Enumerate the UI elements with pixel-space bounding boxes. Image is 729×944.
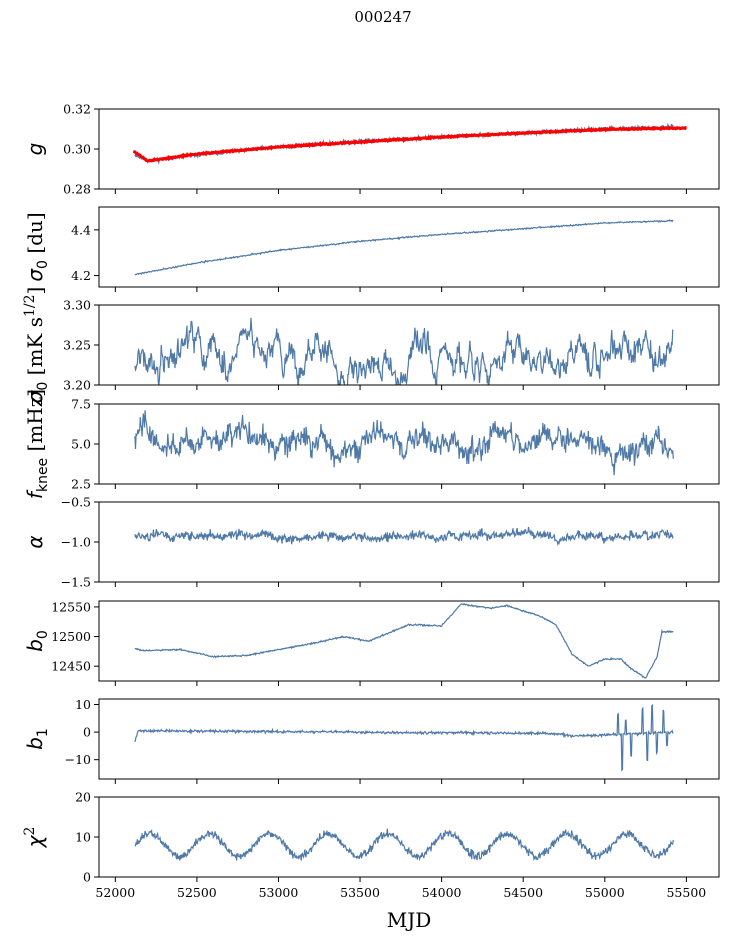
y-label-superscript: 2 [22, 827, 38, 836]
x-tick-label: 53500 [340, 885, 380, 900]
y-tick-label: −0.5 [61, 495, 91, 510]
panel-b1: −10 0 10 b1 [23, 697, 720, 784]
figure-title: 000247 [354, 8, 411, 26]
y-label-unit: [du] [23, 212, 47, 260]
y-tick-label: 0.28 [63, 182, 91, 197]
y-tick-label: 0.30 [63, 142, 91, 157]
y-tick-label: 4.4 [71, 222, 91, 237]
y-tick-label: −1.5 [61, 575, 91, 590]
axes-frame [98, 206, 720, 288]
x-tick-label: 54000 [422, 885, 462, 900]
y-label-subscript: 1 [35, 728, 51, 737]
y-label-symbol: χ [23, 834, 47, 848]
x-tick-label: 52500 [177, 885, 217, 900]
y-tick-label: 5.0 [71, 437, 91, 452]
y-label-superscript: 1/2 [22, 294, 38, 317]
y-tick-label: −1.0 [61, 535, 91, 550]
axes-frame [98, 600, 720, 682]
y-axis-label: χ2 [22, 827, 47, 849]
series-chi2 [134, 828, 674, 862]
panel-alpha: −1.5 −1.0 −0.5 α [23, 495, 720, 590]
y-axis-label: g [23, 143, 47, 156]
y-axis-label: σ0 [mK s1/2] [22, 287, 51, 404]
y-label-symbol: α [23, 535, 47, 548]
axes-frame [98, 108, 720, 190]
y-tick-label: 12450 [51, 659, 91, 674]
y-tick-label: 7.5 [71, 397, 91, 412]
series-gain-model [132, 125, 687, 163]
y-tick-label: 0 [83, 870, 91, 885]
x-axis-label: MJD [387, 908, 432, 932]
x-tick-label: 55500 [666, 885, 706, 900]
series-b1 [134, 703, 674, 772]
series-alpha [134, 526, 674, 547]
x-tick-label: 54500 [503, 885, 543, 900]
shared-x-axis: 52000 52500 53000 53500 54000 54500 55000 55500… [95, 885, 706, 932]
x-tick-label: 55000 [585, 885, 625, 900]
y-label-symbol: σ [23, 389, 47, 403]
y-label-symbol: σ [23, 268, 47, 282]
y-label-symbol: b [23, 639, 47, 652]
panel-fknee: 2.5 5.0 7.5 fknee [mHz] [23, 389, 720, 499]
panel-g: 0.28 0.30 0.32 g [23, 102, 720, 197]
y-tick-label: 3.20 [63, 378, 91, 393]
y-tick-label: 2.5 [71, 477, 91, 492]
y-axis-label: fknee [mHz] [23, 389, 51, 499]
y-label-subscript: 0 [35, 382, 51, 391]
y-label-unit: [mHz] [23, 389, 47, 458]
axes-frame [98, 304, 720, 386]
y-tick-label: 4.2 [71, 268, 91, 283]
y-tick-label: 10 [75, 830, 91, 845]
y-tick-label: −10 [65, 752, 91, 767]
series-sigma0 [134, 219, 674, 276]
y-label-subscript: 0 [35, 630, 51, 639]
series-b0 [134, 602, 674, 679]
y-tick-label: 20 [75, 790, 91, 805]
y-label-subscript: knee [35, 458, 51, 492]
y-tick-label: 12550 [51, 599, 91, 614]
y-tick-label: 0.32 [63, 102, 91, 117]
panel-sigma0: 4.2 4.4 σ0 [du] [23, 206, 720, 292]
panel-sigma0-phys: 3.20 3.25 3.30 σ0 [mK s1/2] [22, 287, 720, 404]
series-fknee [134, 410, 674, 476]
y-label-symbol: b [23, 737, 47, 750]
panel-chi2: 0 10 20 χ2 [22, 790, 720, 885]
axes-frame [98, 698, 720, 780]
y-tick-label: 3.30 [63, 298, 91, 313]
y-label-subscript: 0 [35, 260, 51, 269]
panel-b0: 12450 12500 12550 b0 [23, 599, 720, 686]
y-label-symbol: g [23, 143, 47, 156]
x-tick-label: 53000 [259, 885, 299, 900]
y-axis-label: α [23, 535, 47, 548]
y-label-unit: [mK s [23, 317, 47, 382]
y-axis-label: b1 [23, 728, 51, 750]
y-label-unit-close: ] [23, 287, 47, 295]
y-label-symbol: f [23, 489, 47, 499]
y-tick-label: 12500 [51, 629, 91, 644]
y-axis-label: b0 [23, 630, 51, 652]
x-tick-label: 52000 [95, 885, 135, 900]
y-tick-label: 3.25 [63, 338, 91, 353]
axes-frame [98, 501, 720, 583]
y-tick-label: 10 [75, 697, 91, 712]
y-axis-label: σ0 [du] [23, 212, 51, 281]
series-sigma0-mK [134, 317, 674, 385]
y-tick-label: 0 [83, 725, 91, 740]
